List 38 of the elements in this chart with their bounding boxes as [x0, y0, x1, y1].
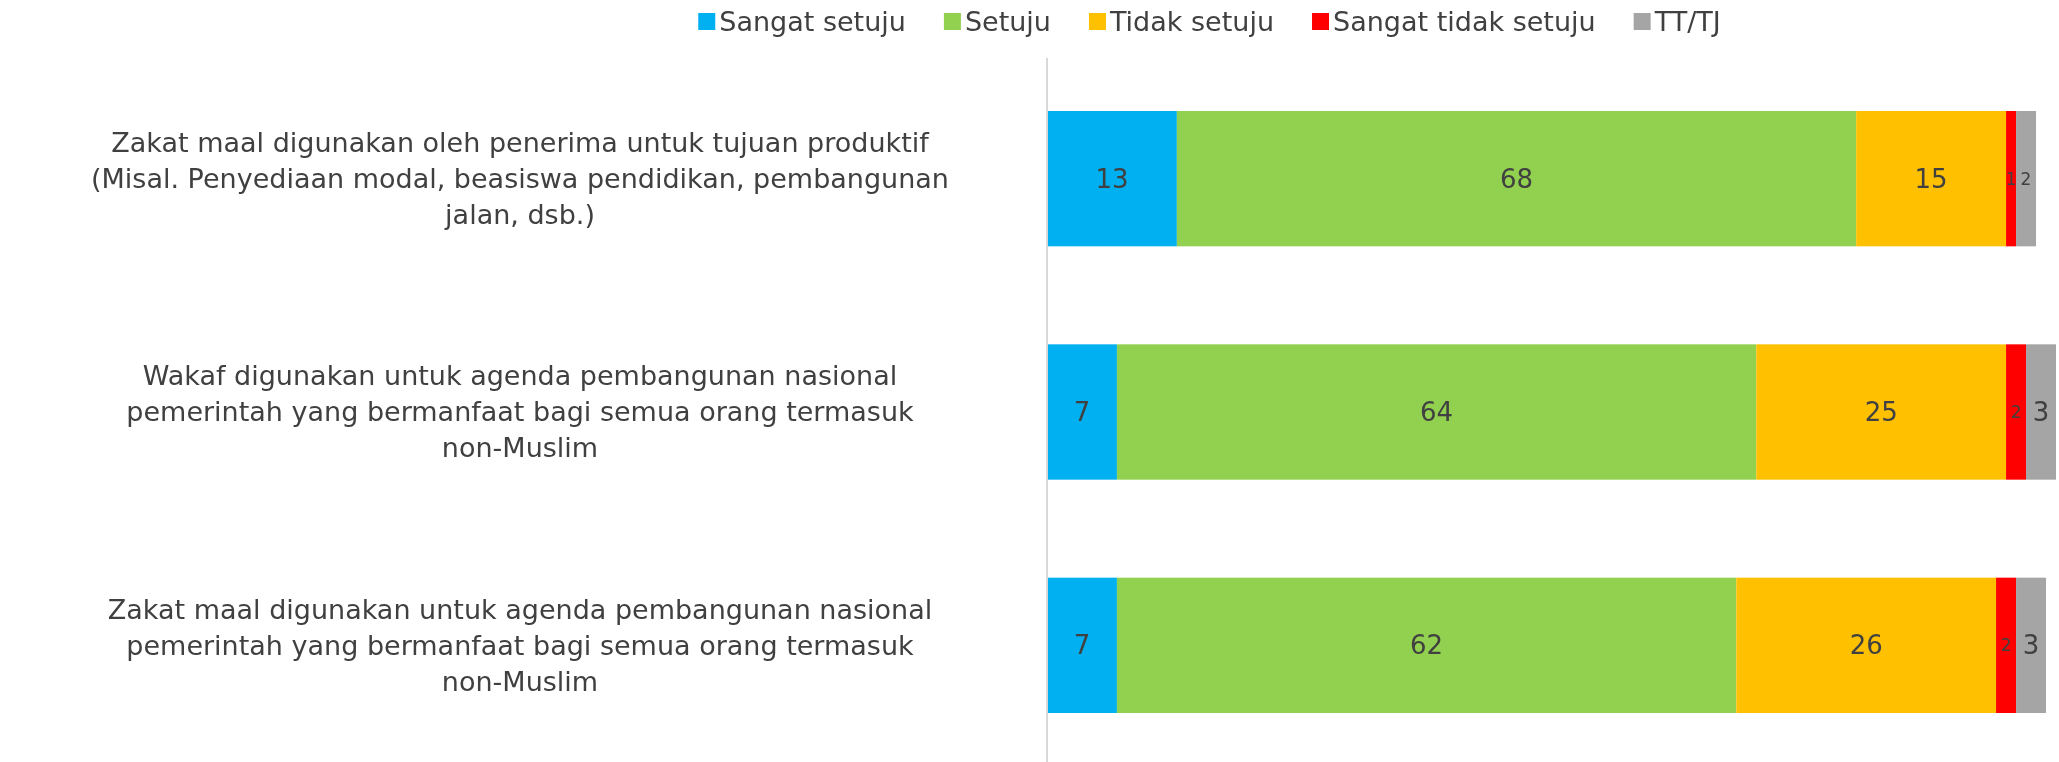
data-label: 7: [1073, 397, 1091, 428]
data-label: 2: [2020, 168, 2032, 189]
bar: [2016, 111, 2037, 247]
bar: [1736, 577, 1997, 713]
data-label: 2: [2010, 401, 2022, 422]
legend-label: Setuju: [964, 6, 1051, 38]
data-label: 3: [2022, 630, 2040, 661]
legend-label: Sangat tidak setuju: [1333, 6, 1596, 38]
bar: [1856, 111, 2007, 247]
legend-label: Tidak setuju: [1108, 6, 1275, 38]
bar: [1047, 344, 1117, 480]
data-label: 2: [2000, 635, 2012, 656]
bar: [2006, 111, 2017, 247]
data-label: 68: [1499, 163, 1534, 194]
data-label: 62: [1410, 630, 1444, 661]
data-label: 1: [2005, 168, 2017, 189]
bar: [1996, 577, 2017, 713]
legend-label: Sangat setuju: [719, 6, 906, 38]
bar: [2026, 344, 2056, 480]
bar: [1047, 111, 1177, 247]
bar: [1116, 344, 1757, 480]
data-label: 25: [1864, 397, 1898, 428]
y-tick-label: Zakat maal digunakan oleh penerima untuk tujuan produktif (Misal. Penyediaan modal, beasiswa pendidikan, pembangunan jalan, dsb.): [91, 127, 949, 231]
legend-label: TT/TJ: [1653, 6, 1721, 38]
bar: [1047, 577, 1117, 713]
data-label: 3: [2032, 397, 2050, 428]
bar: [2016, 577, 2047, 713]
data-label: 26: [1849, 630, 1883, 661]
y-tick-label: Wakaf digunakan untuk agenda pembangunan nasional pemerintah yang bermanfaat bagi semua orang termasuk non-Muslim: [126, 360, 914, 464]
data-label: 7: [1073, 630, 1091, 661]
bar: [1176, 111, 1857, 247]
bar: [1116, 577, 1737, 713]
bar: [2006, 344, 2027, 480]
data-label: 64: [1420, 397, 1454, 428]
y-tick-label: Zakat maal digunakan untuk agenda pembangunan nasional pemerintah yang bermanfaat bagi semua orang termasuk non-Muslim: [107, 593, 933, 697]
bar: [1756, 344, 2007, 480]
data-label: 15: [1914, 163, 1948, 194]
data-label: 13: [1095, 163, 1129, 194]
